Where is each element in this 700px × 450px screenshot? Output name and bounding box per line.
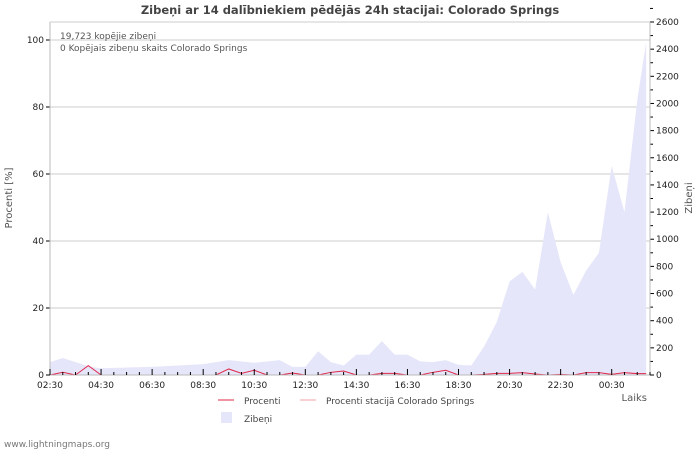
x-axis-label: Laiks (622, 393, 647, 404)
y-right-tick-label: 2600 (656, 18, 679, 28)
legend-station-label: Procenti stacijā Colorado Springs (326, 397, 475, 407)
y-left-tick-label: 20 (33, 304, 45, 314)
y-right-tick-label: 1400 (656, 181, 679, 191)
y-left-tick-label: 40 (33, 237, 45, 247)
y-axis-right-label: Zibeņi (684, 182, 695, 213)
x-tick-label: 00:30 (599, 381, 625, 391)
y-left-tick-label: 60 (33, 170, 45, 180)
legend-zibeni-swatch (221, 412, 232, 423)
y-right-tick-label: 1800 (656, 127, 679, 137)
y-left-tick-label: 0 (38, 371, 44, 381)
x-tick-label: 08:30 (190, 381, 216, 391)
y-right-tick-label: 200 (656, 344, 673, 354)
y-left-tick-label: 100 (27, 36, 44, 46)
y-right-tick-label: 2000 (656, 99, 679, 109)
y-axis-left-label: Procenti [%] (4, 167, 15, 228)
y-right-tick-label: 400 (656, 317, 673, 327)
y-right-tick-label: 0 (656, 371, 662, 381)
legend-zibeni-label: Zibeņi (244, 415, 272, 425)
y-left-tick-label: 80 (33, 103, 45, 113)
x-tick-label: 02:30 (37, 381, 63, 391)
y-right-tick-label: 1200 (656, 208, 679, 218)
x-tick-label: 04:30 (88, 381, 114, 391)
y-right-tick-label: 2400 (656, 45, 679, 55)
y-right-tick-label: 1000 (656, 235, 679, 245)
x-tick-label: 06:30 (139, 381, 165, 391)
info-station-strikes: 0 Kopējais zibeņu skaits Colorado Spring… (60, 44, 248, 54)
strikes-area (50, 42, 647, 375)
chart-title: Zibeņi ar 14 dalībniekiem pēdējās 24h st… (141, 3, 560, 17)
x-tick-label: 20:30 (497, 381, 523, 391)
legend-procenti-label: Procenti (244, 397, 281, 407)
x-tick-label: 12:30 (292, 381, 318, 391)
x-tick-label: 10:30 (241, 381, 267, 391)
x-tick-label: 22:30 (548, 381, 574, 391)
x-tick-label: 14:30 (343, 381, 369, 391)
info-total-strikes: 19,723 kopējie zibeņi (60, 32, 156, 42)
x-tick-label: 18:30 (446, 381, 472, 391)
y-right-tick-label: 600 (656, 290, 673, 300)
y-right-tick-label: 2200 (656, 72, 679, 82)
y-right-tick-label: 1600 (656, 154, 679, 164)
x-tick-label: 16:30 (394, 381, 420, 391)
y-right-tick-label: 800 (656, 262, 673, 272)
footer-credit: www.lightningmaps.org (4, 440, 110, 450)
